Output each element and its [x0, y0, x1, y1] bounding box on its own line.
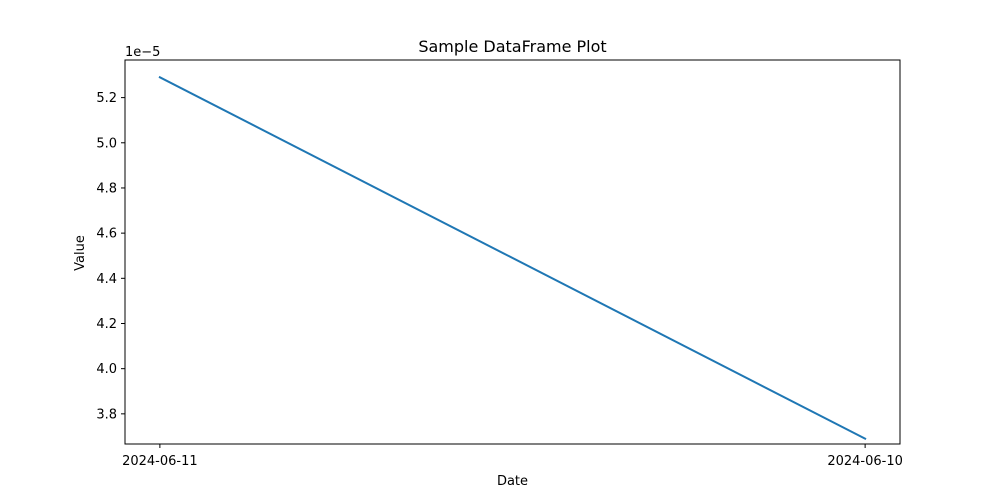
x-tick-label: 2024-06-11 [122, 454, 198, 469]
y-tick-label: 4.4 [96, 272, 117, 287]
x-axis-ticks: 2024-06-11 2024-06-10 [122, 444, 903, 469]
chart-title: Sample DataFrame Plot [418, 37, 606, 56]
y-tick-label: 4.0 [96, 362, 117, 377]
y-axis-label: Value [73, 235, 88, 271]
y-tick-label: 4.8 [96, 181, 117, 196]
y-axis-offset-label: 1e−5 [125, 45, 160, 60]
series-line [158, 75, 867, 441]
y-tick-label: 4.6 [96, 227, 117, 242]
y-tick-label: 3.8 [96, 407, 117, 422]
x-tick-label: 2024-06-10 [827, 454, 903, 469]
y-tick-label: 5.0 [96, 136, 117, 151]
y-tick-label: 5.2 [96, 91, 117, 106]
x-axis-label: Date [497, 474, 528, 489]
y-tick-label: 4.2 [96, 317, 117, 332]
plot-area-frame [124, 59, 901, 445]
y-axis-ticks: 3.8 4.0 4.2 4.4 4.6 4.8 5.0 5.2 [96, 91, 125, 422]
data-series-layer [158, 75, 867, 441]
